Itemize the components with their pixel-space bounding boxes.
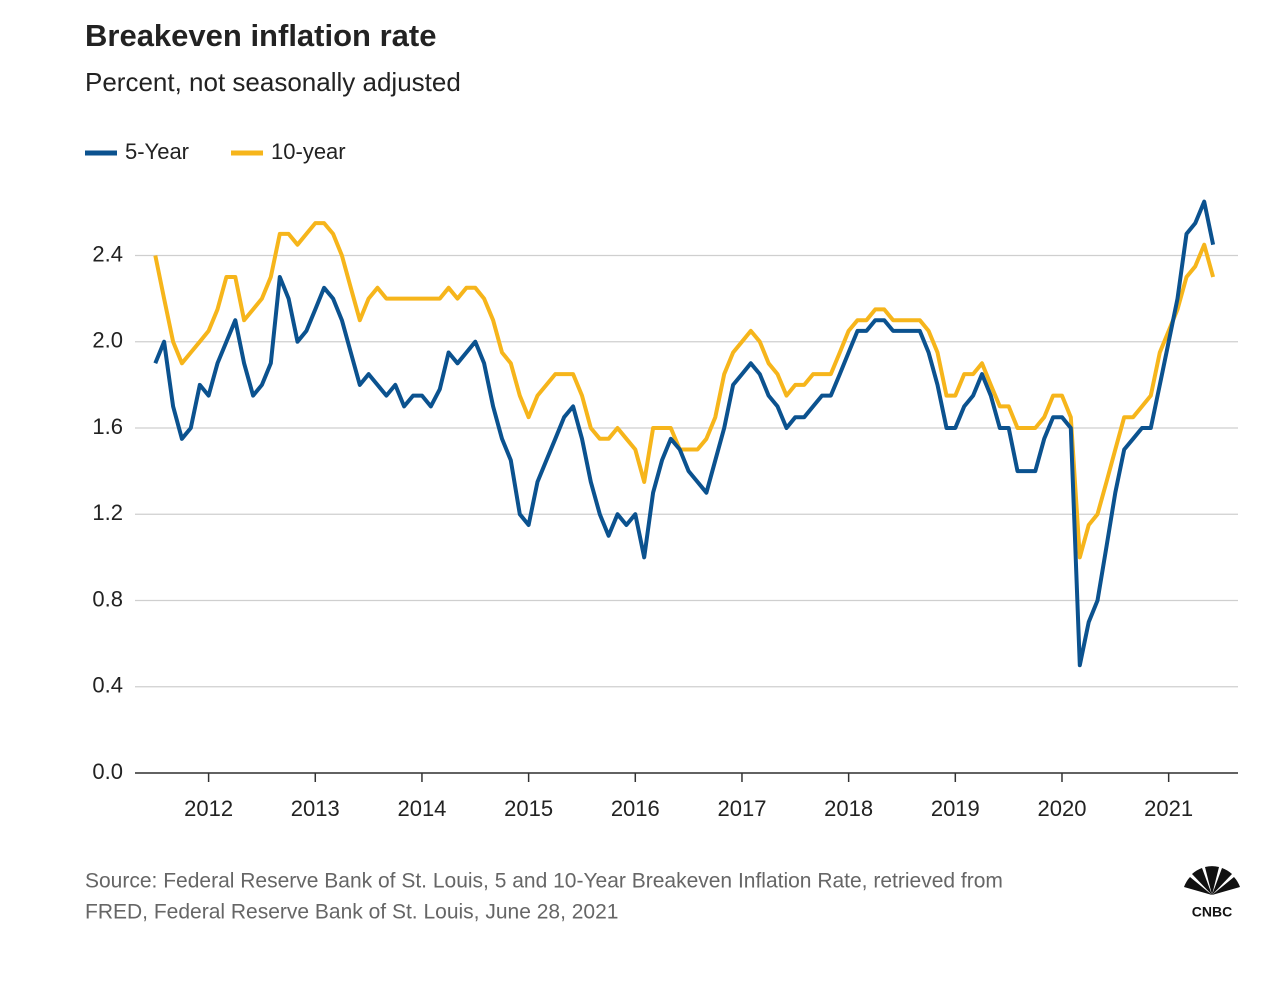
legend-label: 10-year bbox=[271, 139, 346, 164]
source-line: Source: Federal Reserve Bank of St. Loui… bbox=[85, 870, 1003, 893]
x-tick-label: 2020 bbox=[1038, 796, 1087, 821]
y-tick-label: 1.2 bbox=[92, 500, 123, 525]
series-line bbox=[153, 221, 1216, 560]
y-tick-label: 2.4 bbox=[92, 241, 123, 266]
x-tick-label: 2015 bbox=[504, 796, 553, 821]
x-tick-label: 2014 bbox=[397, 796, 446, 821]
y-tick-label: 2.0 bbox=[92, 328, 123, 353]
x-tick-label: 2016 bbox=[611, 796, 660, 821]
y-tick-label: 0.4 bbox=[92, 673, 123, 698]
chart-subtitle: Percent, not seasonally adjusted bbox=[85, 67, 461, 97]
y-tick-label: 0.8 bbox=[92, 586, 123, 611]
x-tick-label: 2019 bbox=[931, 796, 980, 821]
legend-label: 5-Year bbox=[125, 139, 189, 164]
chart-title: Breakeven inflation rate bbox=[85, 18, 436, 53]
x-tick-label: 2018 bbox=[824, 796, 873, 821]
logo-text: CNBC bbox=[1192, 904, 1232, 920]
series-line bbox=[153, 199, 1216, 668]
x-tick-label: 2017 bbox=[717, 796, 766, 821]
y-tick-label: 0.0 bbox=[92, 759, 123, 784]
cnbc-logo: CNBC bbox=[1184, 866, 1240, 920]
source-line: FRED, Federal Reserve Bank of St. Louis,… bbox=[85, 901, 618, 924]
y-tick-label: 1.6 bbox=[92, 414, 123, 439]
x-tick-label: 2012 bbox=[184, 796, 233, 821]
x-tick-label: 2021 bbox=[1144, 796, 1193, 821]
x-tick-label: 2013 bbox=[291, 796, 340, 821]
